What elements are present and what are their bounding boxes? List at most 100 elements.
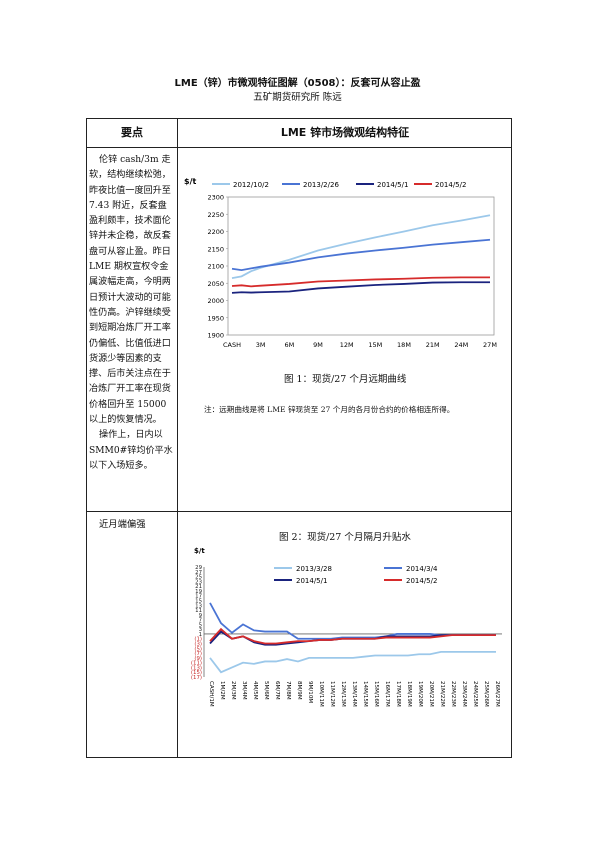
legend-label: 2014/5/2 <box>406 577 437 585</box>
legend-label: 2012/10/2 <box>233 181 269 189</box>
y-tick-label: 2200 <box>207 228 224 236</box>
x-tick-label: 8M/9M <box>296 681 302 700</box>
series-line <box>231 276 490 288</box>
y-tick-label: (11) <box>191 661 202 667</box>
x-tick-label: 17M/18M <box>395 681 401 707</box>
x-tick-label: 9M/10M <box>307 681 313 703</box>
x-tick-label: 6M/7M <box>274 681 280 700</box>
x-tick-label: 9M <box>313 341 323 349</box>
y-tick-label: 29 <box>195 565 202 571</box>
series-line <box>231 214 491 279</box>
y-tick-label: 11 <box>195 608 202 614</box>
table-column-divider <box>177 119 178 757</box>
x-tick-label: 15M/16M <box>373 681 379 707</box>
x-tick-label: 21M/22M <box>439 681 445 707</box>
y-tick-label: (17) <box>191 675 202 681</box>
keypoints-paragraph: 操作上，日内以 SMM0#锌均价平水以下入场短多。 <box>89 430 173 471</box>
x-tick-label: 3M <box>256 341 266 349</box>
series-line <box>231 238 491 272</box>
x-tick-label: 12M <box>340 341 354 349</box>
x-tick-label: 10M/11M <box>318 681 324 707</box>
x-tick-label: 18M <box>397 341 411 349</box>
series-line <box>209 650 496 674</box>
x-tick-label: 15M <box>368 341 382 349</box>
y-tick-label: (3) <box>194 642 202 648</box>
x-tick-label: 3M/4M <box>241 681 247 700</box>
x-tick-label: 26M/27M <box>494 681 500 707</box>
y-tick-label: 19 <box>195 589 202 595</box>
x-tick-label: 25M/26M <box>483 681 489 707</box>
y-tick-label: 7 <box>199 618 202 624</box>
y-tick-label: (9) <box>194 656 202 662</box>
figure1-note: 注：远期曲线是将 LME 锌现货至 27 个月的各月份合约的价格相连所得。 <box>204 405 455 414</box>
y-tick-label: 25 <box>195 575 202 581</box>
x-tick-label: 12M/13M <box>340 681 346 707</box>
y-tick-label: (5) <box>194 646 202 652</box>
legend-label: 2014/5/1 <box>377 181 408 189</box>
y-tick-label: 21 <box>195 584 202 590</box>
x-tick-label: 14M/15M <box>362 681 368 707</box>
y-tick-label: 2000 <box>207 297 224 305</box>
document-subtitle: 五矿期货研究所 陈远 <box>253 92 342 103</box>
header-keypoints: 要点 <box>121 126 143 139</box>
content-table: 要点 LME 锌市场微观结构特征 伦锌 cash/3m 走软，结构继续松弛，昨夜… <box>86 118 512 758</box>
table-row-divider <box>87 511 511 512</box>
y-tick-label: 23 <box>195 579 202 585</box>
y-tick-label: 2250 <box>207 211 224 219</box>
table-header-divider <box>87 147 511 148</box>
x-tick-label: CASH <box>223 341 241 349</box>
figure1-caption: 图 1：现货/27 个月远期曲线 <box>284 374 407 385</box>
x-tick-label: 13M/14M <box>351 681 357 707</box>
x-tick-label: 24M <box>454 341 468 349</box>
y-tick-label: 1900 <box>207 332 224 340</box>
x-tick-label: 4M/5M <box>252 681 258 700</box>
legend-label: 2014/5/1 <box>296 577 327 585</box>
legend-label: 2013/3/28 <box>296 565 332 573</box>
legend-label: 2014/5/2 <box>435 181 466 189</box>
legend-label: 2014/3/4 <box>406 565 438 573</box>
y-axis-unit: $/t <box>184 177 196 186</box>
y-tick-label: (13) <box>191 665 202 671</box>
x-tick-label: 27M <box>483 341 497 349</box>
x-tick-label: 23M/24M <box>461 681 467 707</box>
x-tick-label: 5M/6M <box>263 681 269 700</box>
x-tick-label: 19M/20M <box>417 681 423 707</box>
y-tick-label: 15 <box>195 598 202 604</box>
x-tick-label: 2M/3M <box>230 681 236 700</box>
y-tick-label: (1) <box>194 637 202 643</box>
keypoints-row2: 近月端偏强 <box>99 519 146 530</box>
y-tick-label: 2100 <box>207 263 224 271</box>
x-tick-label: 20M/21M <box>428 681 434 707</box>
x-tick-label: CASH/1M <box>208 681 214 707</box>
x-tick-label: 21M <box>426 341 440 349</box>
x-tick-label: 11M/12M <box>329 681 335 707</box>
y-tick-label: 2300 <box>207 194 224 202</box>
y-tick-label: 17 <box>195 594 202 600</box>
y-tick-label: 9 <box>199 613 203 619</box>
figure2-caption: 图 2：现货/27 个月隔月升贴水 <box>279 532 411 543</box>
x-tick-label: 22M/23M <box>450 681 456 707</box>
y-tick-label: 2150 <box>207 245 224 253</box>
y-tick-label: 1950 <box>207 314 224 322</box>
document-title: LME（锌）市微观特征图解（0508）：反套可从容止盈 <box>174 78 421 89</box>
y-tick-label: 13 <box>195 603 202 609</box>
y-tick-label: 1 <box>199 632 202 638</box>
legend-label: 2013/2/26 <box>303 181 339 189</box>
x-tick-label: 7M/8M <box>285 681 291 700</box>
spread-chart: $/t 2013/3/28 2014/3/4 2014/5/1 2014/5/2 2927… <box>191 547 502 707</box>
series-line <box>231 281 490 294</box>
y-tick-label: 3 <box>199 627 202 633</box>
keypoints-paragraph: 伦锌 cash/3m 走软，结构继续松弛，昨夜比值一度回升至 7.43 附近，反… <box>89 155 171 426</box>
forward-curve-chart: $/t 2012/10/2 2013/2/26 2014/5/1 2014/5/2 190… <box>184 177 497 349</box>
series-line <box>209 627 496 645</box>
keypoints-text: 伦锌 cash/3m 走软，结构继续松弛，昨夜比值一度回升至 7.43 附近，反… <box>89 153 175 474</box>
y-tick-label: 2050 <box>207 280 224 288</box>
x-tick-label: 6M <box>284 341 294 349</box>
series-line <box>209 602 496 640</box>
x-tick-label: 1M/2M <box>219 681 225 700</box>
x-tick-label: 16M/17M <box>384 681 390 707</box>
y-tick-label: 5 <box>199 622 202 628</box>
y-axis-unit: $/t <box>194 547 205 555</box>
x-tick-label: 24M/25M <box>472 681 478 707</box>
x-tick-label: 18M/19M <box>406 681 412 707</box>
